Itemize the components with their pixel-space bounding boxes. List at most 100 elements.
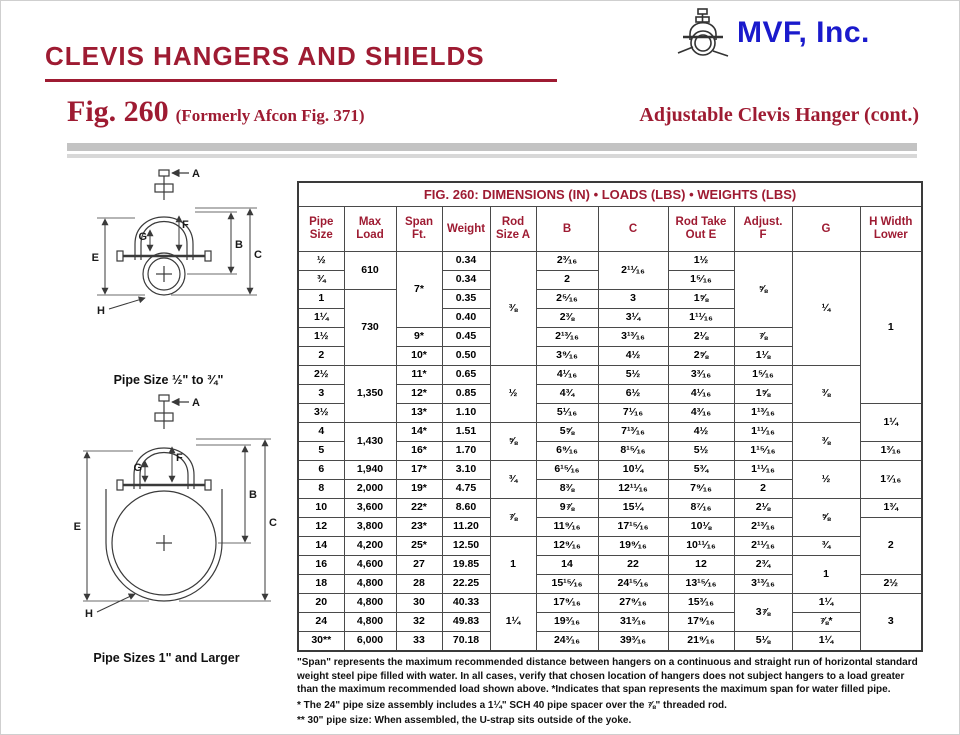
table-cell: ⅝ [791, 498, 861, 537]
table-cell: ¾ [791, 536, 861, 556]
table-cell: 3³⁄₁₆ [667, 365, 735, 385]
table-cell: 1⅝ [733, 384, 793, 404]
table-cell: 1¹¹⁄₁₆ [733, 460, 793, 480]
table-cell: 1⁵⁄₁₆ [733, 365, 793, 385]
table-cell: 30** [297, 631, 345, 652]
table-row: 10 3,600 22* 8.60 ⅞ 9⅞ 15¼ 8⁷⁄₁₆ 2⅛ ⅝ 1¾ [297, 498, 923, 537]
table-cell: 2 [733, 479, 793, 499]
table-row: 20 4,800 30 40.33 1¼ 17⁹⁄₁₆ 27⁹⁄₁₆ 15³⁄₁₆ 3⅞ 1¼ 3 [297, 593, 923, 652]
table-cell: 18 [297, 574, 345, 594]
table-cell: 610 [343, 251, 397, 290]
table-cell: 6½ [597, 384, 669, 404]
title-rule [45, 79, 557, 82]
table-header-row: Pipe Size Max Load Span Ft. Weight Rod Size … [297, 206, 923, 252]
table-cell: 4¾ [535, 384, 599, 404]
table-cell: ½ [297, 251, 345, 271]
table-cell: 12 [667, 555, 735, 575]
table-cell: ⅝ [733, 251, 793, 328]
table-cell: 1 [859, 251, 923, 404]
dim-label-f: F [176, 452, 183, 464]
table-cell: 19* [395, 479, 443, 499]
clevis-hanger-diagram-large: A F G B C E H [74, 394, 277, 620]
dim-label-a: A [192, 397, 200, 409]
table-cell: 3½ [297, 403, 345, 423]
dim-label-a: A [192, 168, 200, 180]
table-cell: 1,350 [343, 365, 397, 423]
table-cell: 2⅜ [535, 308, 599, 328]
table-cell: 6,000 [343, 631, 397, 652]
table-cell: 17* [395, 460, 443, 480]
table-cell: 21⁹⁄₁₆ [667, 631, 735, 652]
table-cell: 3¹³⁄₁₆ [597, 327, 669, 347]
dim-label-h: H [97, 305, 105, 317]
table-cell: 24³⁄₁₆ [535, 631, 599, 652]
table-cell: 1⅝ [667, 289, 735, 309]
table-cell: 2 [297, 346, 345, 366]
column-header: Rod Size A [489, 206, 537, 252]
table-row: 12 3,800 23* 11.20 11⁹⁄₁₆ 17¹⁵⁄₁₆ 10⅛ 2¹³⁄₁₆ 2 [297, 517, 923, 575]
table-cell: 17¹⁵⁄₁₆ [597, 517, 669, 537]
table-cell: 1½ [297, 327, 345, 347]
table-cell: 7* [395, 251, 443, 328]
column-header: Adjust. F [733, 206, 793, 252]
table-row: 1¼ 0.40 2⅜ 3¼ 1¹¹⁄₁₆ [297, 308, 922, 328]
figure-former-name: (Formerly Afcon Fig. 371) [175, 106, 365, 125]
table-cell: ⅜ [791, 422, 861, 461]
table-cell: 1¼ [859, 403, 923, 442]
table-cell: 8⅜ [535, 479, 599, 499]
table-cell: 0.45 [441, 327, 491, 347]
brand: MVF, Inc. [673, 7, 870, 59]
table-cell: ⅝ [489, 422, 537, 461]
table-cell: 22* [395, 498, 443, 518]
table-cell: 70.18 [441, 631, 491, 652]
table-cell: 5¾ [667, 460, 735, 480]
table-cell: 12⁹⁄₁₆ [535, 536, 599, 556]
table-cell: 1 [489, 536, 537, 594]
figure-number: Fig. 260 [67, 95, 169, 128]
table-cell: 32 [395, 612, 443, 632]
table-cell: 31³⁄₁₆ [597, 612, 669, 632]
figure-subtitle: Adjustable Clevis Hanger (cont.) [639, 104, 919, 126]
table-title: FIG. 260: DIMENSIONS (IN) • LOADS (LBS) … [297, 181, 923, 207]
table-cell: 3 [297, 384, 345, 404]
dim-label-h: H [85, 608, 93, 620]
table-cell: 1½ [667, 251, 735, 271]
table-cell: 9* [395, 327, 443, 347]
footnote-30in: ** 30" pipe size: When assembled, the U-… [297, 715, 632, 726]
table-cell: 2⅛ [667, 327, 735, 347]
hanger-drawing-large [83, 394, 271, 613]
table-cell: 27⁹⁄₁₆ [597, 593, 669, 613]
column-header: G [791, 206, 861, 252]
table-row: ¾ 0.34 2 1⁵⁄₁₆ [297, 270, 922, 290]
table-cell: 4,800 [343, 612, 397, 632]
table-cell: 6¹⁵⁄₁₆ [535, 460, 599, 480]
table-cell: 17⁹⁄₁₆ [667, 612, 735, 632]
table-row: 4 1,430 14* 1.51 ⅝ 5⅝ 7¹³⁄₁₆ 4½ 1¹¹⁄₁₆ ⅜ [297, 422, 922, 461]
table-cell: 7¹³⁄₁₆ [597, 422, 669, 442]
clevis-hanger-diagram-small: A F G B C E H [92, 168, 262, 317]
dimensions-table: FIG. 260: DIMENSIONS (IN) • LOADS (LBS) … [297, 181, 924, 652]
table-cell: 28 [395, 574, 443, 594]
table-cell: 2⁵⁄₁₆ [535, 289, 599, 309]
column-header: H Width Lower [859, 206, 923, 252]
table-cell: ¾ [297, 270, 345, 290]
table-cell: 20 [297, 593, 345, 613]
table-cell: 2⅛ [733, 498, 793, 518]
column-header: Max Load [343, 206, 397, 252]
table-cell: ⅞* [791, 612, 861, 632]
table-row: 1½ 9* 0.45 2¹³⁄₁₆ 3¹³⁄₁₆ 2⅛ ⅞ [297, 327, 922, 347]
table-cell: ½ [489, 365, 537, 423]
table-row: 3½ 13* 1.10 5¹⁄₁₆ 7¹⁄₁₆ 4³⁄₁₆ 1¹³⁄₁₆ 1¼ [297, 403, 923, 442]
table-cell: 11⁹⁄₁₆ [535, 517, 599, 537]
table-cell: 3.10 [441, 460, 491, 480]
table-cell: 4½ [597, 346, 669, 366]
column-header: B [535, 206, 599, 252]
table-cell: ½ [791, 460, 861, 499]
dim-label-c: C [269, 517, 277, 529]
table-cell: 4.75 [441, 479, 491, 499]
table-cell: 23* [395, 517, 443, 537]
table-cell: 11* [395, 365, 443, 385]
dim-label-b: B [235, 239, 243, 251]
table-cell: 0.65 [441, 365, 491, 385]
